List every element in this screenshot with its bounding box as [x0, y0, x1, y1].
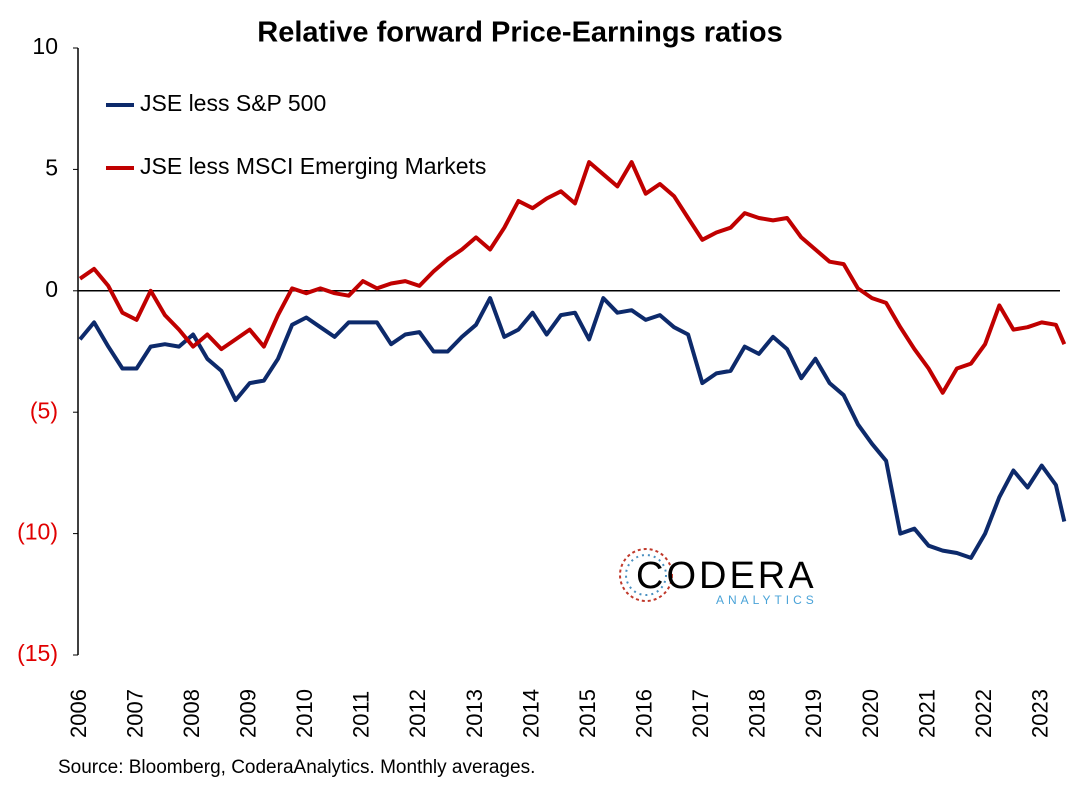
- x-tick-label: 2022: [971, 689, 996, 738]
- legend-label: JSE less MSCI Emerging Markets: [140, 153, 486, 179]
- x-tick-label: 2014: [518, 689, 543, 738]
- logo-name: CODERA: [636, 555, 817, 597]
- series-line: [78, 296, 1067, 560]
- x-tick-label: 2016: [632, 689, 657, 738]
- x-tick-label: 2011: [349, 691, 374, 738]
- x-tick-label: 2008: [179, 689, 204, 738]
- y-tick-label: (10): [17, 519, 58, 545]
- logo-ring: [625, 554, 667, 596]
- logo: CODERA ANALYTICS: [619, 548, 818, 607]
- y-tick-label: 10: [32, 33, 58, 59]
- x-tick-label: 2018: [745, 689, 770, 738]
- logo-tagline: ANALYTICS: [716, 593, 818, 607]
- chart-title: Relative forward Price-Earnings ratios: [257, 17, 782, 49]
- x-tick-label: 2007: [122, 689, 147, 738]
- logo-ring: [619, 548, 673, 602]
- x-tick-label: 2021: [914, 689, 939, 738]
- y-tick-label: (5): [30, 397, 58, 423]
- x-tick-label: 2023: [1028, 689, 1053, 738]
- y-tick-label: (15): [17, 640, 58, 666]
- legend-label: JSE less S&P 500: [140, 90, 326, 116]
- x-tick-label: 2019: [801, 689, 826, 738]
- x-tick-label: 2017: [688, 689, 713, 738]
- x-tick-label: 2020: [858, 689, 883, 738]
- x-tick-label: 2015: [575, 689, 600, 738]
- x-tick-label: 2012: [405, 689, 430, 738]
- source-note: Source: Bloomberg, CoderaAnalytics. Mont…: [58, 757, 535, 778]
- y-tick-label: 0: [45, 276, 58, 302]
- x-tick-label: 2006: [66, 689, 91, 738]
- x-tick-label: 2013: [462, 689, 487, 738]
- y-tick-label: 5: [45, 154, 58, 180]
- x-tick-label: 2009: [236, 689, 261, 738]
- x-tick-label: 2010: [292, 689, 317, 738]
- series-line: [78, 160, 1067, 395]
